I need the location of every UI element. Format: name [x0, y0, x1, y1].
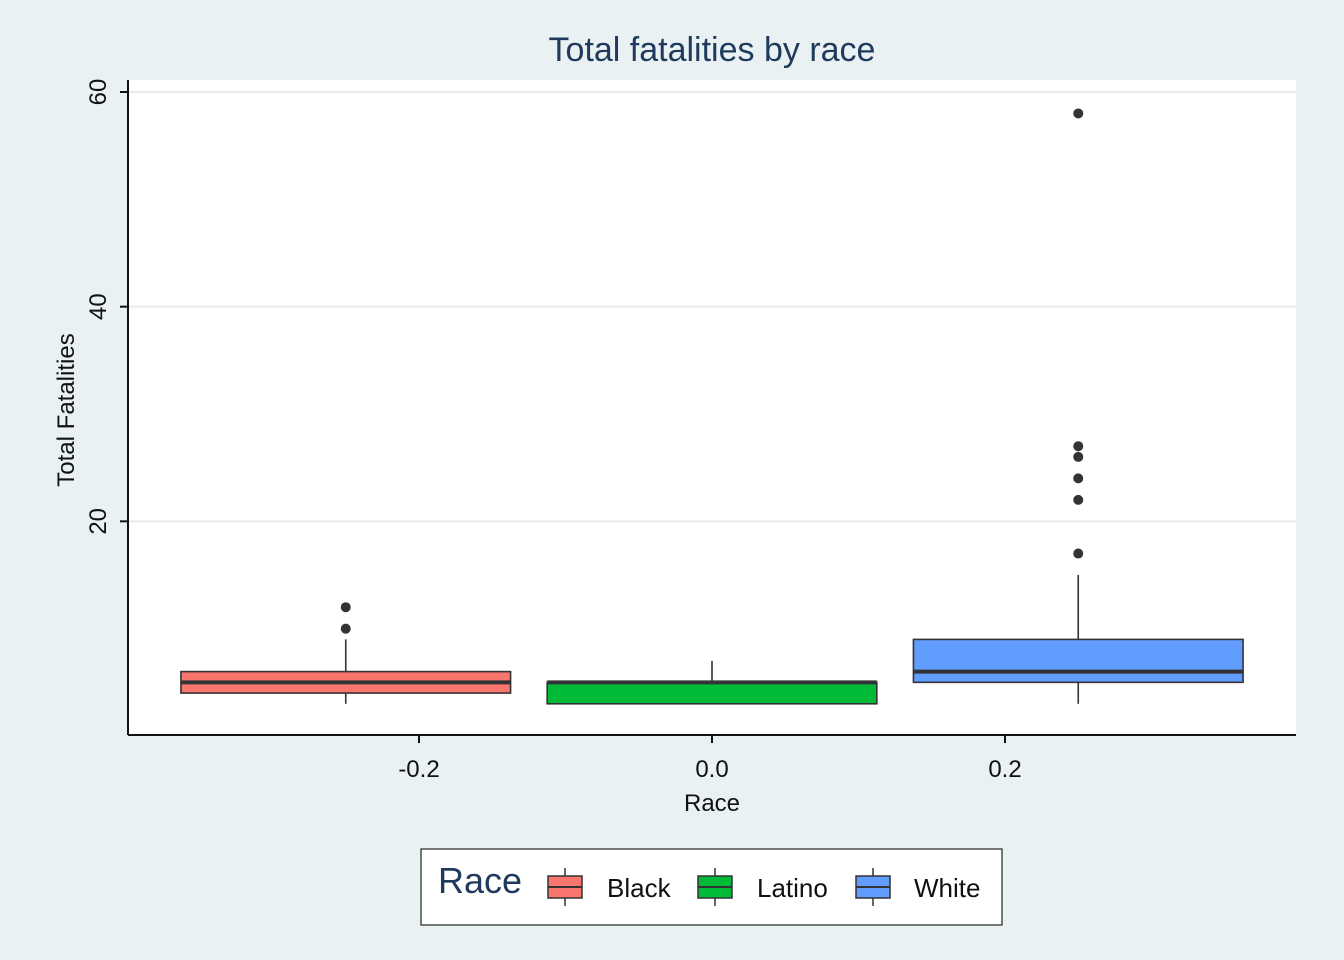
y-tick-label: 60	[85, 79, 112, 106]
legend-label: Latino	[757, 873, 828, 903]
box-layer	[180, 108, 1244, 705]
legend: Race Black Latino White	[420, 848, 1003, 926]
plot-panel	[128, 80, 1296, 735]
grid-lines	[128, 91, 1296, 523]
outlier-point	[1073, 108, 1084, 119]
legend-item-latino: Latino	[697, 868, 828, 906]
outlier-point	[1073, 441, 1084, 452]
legend-label: White	[914, 873, 980, 903]
legend-label: Black	[607, 873, 672, 903]
y-tick-label: 40	[85, 293, 112, 320]
axes: -0.2 0.0 0.2 20 40 60	[85, 79, 1296, 783]
y-tick-label: 20	[85, 508, 112, 535]
legend-item-black: Black	[547, 868, 672, 906]
x-axis-label: Race	[684, 790, 740, 817]
x-tick-label: -0.2	[398, 756, 439, 783]
outlier-point	[1073, 473, 1084, 484]
box-black	[180, 602, 512, 704]
outlier-point	[340, 602, 351, 613]
box-white	[912, 108, 1244, 704]
box-body	[546, 681, 878, 705]
x-tick-label: 0.0	[695, 756, 728, 783]
x-tick-label: 0.2	[988, 756, 1021, 783]
box-latino	[546, 660, 878, 705]
outlier-point	[1073, 494, 1084, 505]
outlier-point	[340, 623, 351, 634]
box-body	[912, 638, 1244, 684]
y-axis-label: Total Fatalities	[53, 333, 80, 486]
legend-item-white: White	[855, 868, 980, 906]
outlier-point	[1073, 548, 1084, 559]
legend-title: Race	[438, 860, 522, 901]
outlier-point	[1073, 451, 1084, 462]
chart-title: Total fatalities by race	[549, 31, 876, 69]
